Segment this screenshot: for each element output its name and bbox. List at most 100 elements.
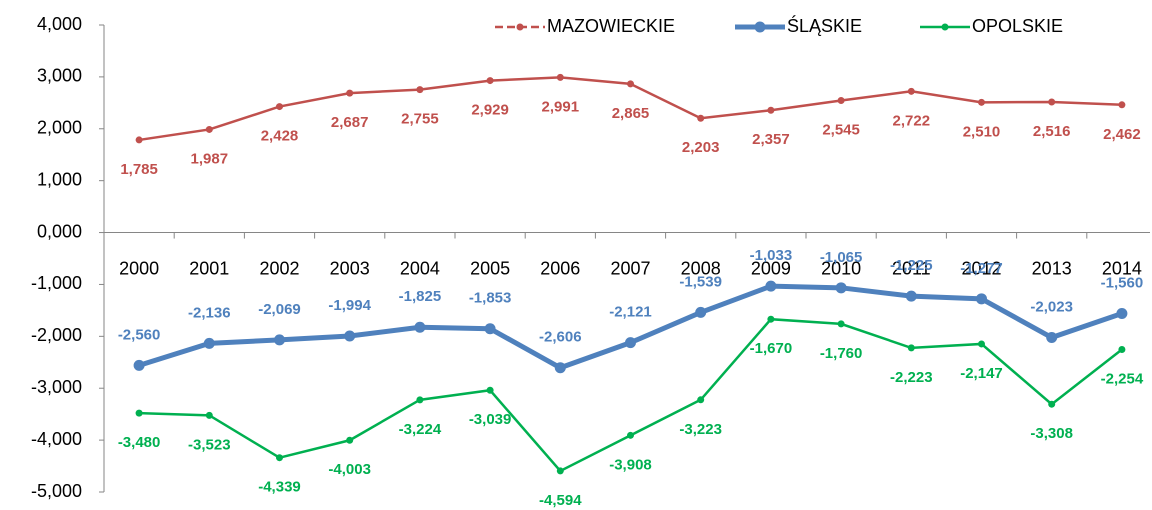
x-tick-label: 2003 <box>330 258 370 278</box>
x-tick-label: 2005 <box>470 258 510 278</box>
data-point <box>697 396 705 404</box>
y-tick-label: -1,000 <box>31 273 82 293</box>
data-label: -3,908 <box>609 456 652 473</box>
x-tick-label: 2008 <box>681 258 721 278</box>
data-label: 2,755 <box>401 111 439 128</box>
data-label: -3,223 <box>679 421 722 438</box>
data-point <box>205 125 213 133</box>
legend-label: MAZOWIECKIE <box>547 16 675 36</box>
data-point <box>697 114 705 122</box>
data-label: -1,065 <box>820 249 863 266</box>
data-label: -3,039 <box>469 411 512 428</box>
data-point <box>276 454 283 462</box>
data-point <box>203 337 215 349</box>
x-tick-label: 2010 <box>821 258 861 278</box>
data-point <box>837 320 845 328</box>
data-point <box>416 396 424 404</box>
data-label: 1,785 <box>120 161 158 178</box>
x-tick-label: 2012 <box>961 258 1001 278</box>
series-line <box>138 283 1123 371</box>
x-tick-label: 2001 <box>189 258 229 278</box>
legend-marker <box>941 23 949 31</box>
x-tick-label: 2000 <box>119 258 159 278</box>
data-point <box>695 306 707 318</box>
data-point <box>1048 98 1056 106</box>
data-point <box>486 386 494 394</box>
data-point <box>1048 400 1056 408</box>
data-point <box>486 77 494 85</box>
data-point <box>907 344 915 352</box>
data-point <box>627 431 634 439</box>
data-point <box>767 315 775 323</box>
data-label: 2,462 <box>1103 126 1141 143</box>
data-label: -2,023 <box>1030 298 1073 315</box>
y-tick-label: 2,000 <box>37 118 82 138</box>
data-point <box>344 330 356 342</box>
data-label: -1,670 <box>750 340 793 357</box>
data-point <box>976 293 987 305</box>
data-label: -2,560 <box>118 326 161 343</box>
y-tick-label: -2,000 <box>31 325 82 345</box>
legend-marker <box>516 23 524 31</box>
data-point <box>907 87 915 95</box>
data-point <box>346 89 354 97</box>
data-point <box>276 103 283 111</box>
data-point <box>837 96 845 104</box>
y-tick-label: -4,000 <box>31 429 82 449</box>
data-label: -1,825 <box>399 288 442 305</box>
x-tick-label: 2002 <box>259 258 299 278</box>
data-label: 2,545 <box>822 121 860 138</box>
data-label: -2,069 <box>258 301 301 318</box>
data-label: -1,539 <box>679 273 722 290</box>
data-label: -2,121 <box>609 304 652 321</box>
legend-label: OPOLSKIE <box>972 16 1063 36</box>
data-point <box>627 80 634 88</box>
data-point <box>1046 332 1058 344</box>
x-tick-label: 2009 <box>751 258 791 278</box>
data-point <box>767 106 775 114</box>
data-point <box>274 334 285 346</box>
data-label: -4,594 <box>539 492 582 509</box>
data-label: 2,722 <box>893 112 931 129</box>
x-tick-label: 2006 <box>540 258 580 278</box>
data-point <box>556 467 564 475</box>
data-point <box>835 282 847 294</box>
data-label: -2,606 <box>539 329 582 346</box>
data-label: -1,225 <box>890 257 933 274</box>
data-label: -1,560 <box>1101 274 1144 291</box>
data-label: 2,929 <box>471 102 509 119</box>
data-point <box>133 359 145 371</box>
data-label: 2,516 <box>1033 123 1071 140</box>
data-label: 2,428 <box>261 128 299 145</box>
data-point <box>978 340 985 348</box>
data-label: 2,203 <box>682 139 720 156</box>
data-point <box>135 409 143 417</box>
y-tick-label: -3,000 <box>31 377 82 397</box>
data-point <box>554 362 566 374</box>
data-label: -2,254 <box>1101 370 1144 387</box>
data-label: -3,480 <box>118 434 161 451</box>
y-tick-label: 3,000 <box>37 66 82 86</box>
y-tick-label: 0,000 <box>37 221 82 241</box>
data-point <box>905 290 917 302</box>
data-label: 2,865 <box>612 105 650 122</box>
data-label: -2,147 <box>960 365 1003 382</box>
data-point <box>135 136 143 144</box>
x-tick-label: 2004 <box>400 258 440 278</box>
data-label: -1,994 <box>328 297 371 314</box>
data-label: -1,033 <box>750 247 793 264</box>
data-point <box>346 436 354 444</box>
data-point <box>1116 308 1128 320</box>
data-label: -2,136 <box>188 304 231 321</box>
x-tick-label: 2013 <box>1032 258 1072 278</box>
data-label: 2,991 <box>542 98 580 115</box>
data-point <box>765 280 777 292</box>
data-label: 2,687 <box>331 114 369 131</box>
data-point <box>556 73 564 81</box>
y-tick-label: -5,000 <box>31 481 82 501</box>
y-tick-label: 4,000 <box>37 14 82 34</box>
data-label: -1,853 <box>469 290 512 307</box>
data-label: -4,339 <box>258 479 301 496</box>
data-point <box>416 86 424 94</box>
